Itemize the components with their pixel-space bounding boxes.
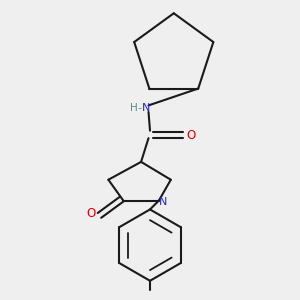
- Text: –: –: [138, 104, 142, 113]
- Text: H: H: [130, 103, 137, 113]
- Text: O: O: [86, 207, 96, 220]
- Text: O: O: [186, 129, 196, 142]
- Text: N: N: [142, 103, 151, 113]
- Text: N: N: [159, 197, 168, 207]
